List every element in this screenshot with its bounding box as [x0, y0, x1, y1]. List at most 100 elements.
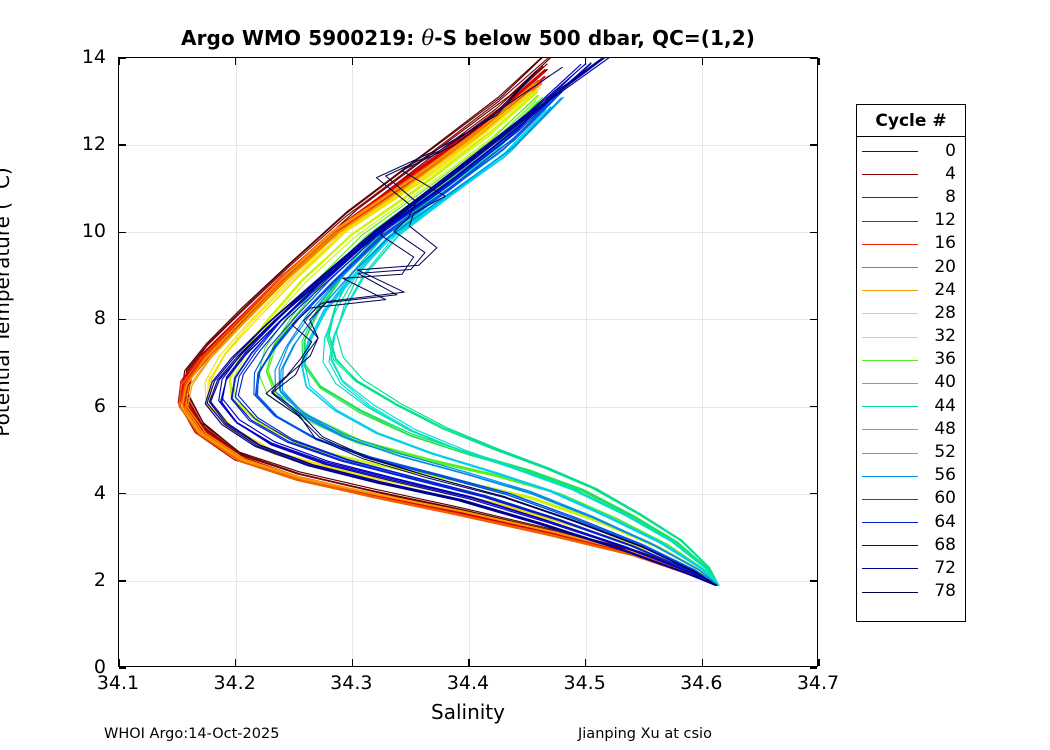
legend-color-swatch [862, 452, 918, 454]
x-axis-title: Salinity [431, 700, 505, 724]
legend-item-label: 28 [934, 302, 956, 323]
legend-color-swatch [862, 498, 918, 500]
legend-item-label: 68 [934, 534, 956, 555]
legend-item[interactable]: 60 [857, 488, 965, 511]
x-axis-tick-label: 34.6 [680, 672, 723, 694]
x-tick-mark [701, 58, 704, 65]
legend-item-label: 52 [934, 442, 956, 463]
legend-item[interactable]: 40 [857, 372, 965, 395]
x-tick-mark [468, 659, 470, 666]
legend-color-swatch [862, 382, 918, 384]
legend-item[interactable]: 52 [857, 441, 965, 464]
legend-color-swatch [862, 429, 918, 431]
legend-item[interactable]: 68 [857, 534, 965, 557]
x-tick-mark [118, 58, 120, 65]
legend-item-label: 24 [934, 279, 956, 300]
theta-s-profile-line [184, 89, 719, 586]
degree-icon: ° [0, 189, 8, 196]
legend-item-label: 56 [934, 465, 956, 486]
y-tick-mark [119, 667, 126, 669]
y-tick-mark [119, 580, 126, 582]
legend-item[interactable]: 36 [857, 349, 965, 372]
theta-s-profile-line [328, 107, 720, 586]
legend-item[interactable]: 56 [857, 465, 965, 488]
legend-item[interactable]: 16 [857, 233, 965, 256]
gridline-vertical [702, 58, 704, 666]
legend-color-swatch [862, 313, 918, 315]
x-tick-mark [584, 659, 587, 666]
y-tick-mark [810, 405, 817, 408]
y-tick-mark [810, 144, 817, 146]
x-tick-mark [701, 659, 704, 666]
legend-item[interactable]: 12 [857, 210, 965, 233]
y-axis-tick-label: 10 [81, 220, 106, 243]
footer-source: WHOI Argo:14-Oct-2025 [104, 726, 280, 742]
legend-color-swatch [862, 359, 918, 361]
gridline-vertical [235, 58, 237, 666]
x-tick-mark [818, 58, 820, 65]
legend-item-label: 48 [934, 418, 956, 439]
title-suffix: -S below 500 dbar, QC=(1,2) [434, 26, 755, 50]
theta-s-profile-line [265, 70, 717, 586]
legend-color-swatch [862, 591, 918, 593]
legend-item[interactable]: 28 [857, 302, 965, 325]
legend-item[interactable]: 72 [857, 557, 965, 580]
legend-color-swatch [862, 545, 918, 547]
legend-item-label: 72 [934, 557, 956, 578]
x-axis-tick-label: 34.5 [563, 672, 606, 694]
legend-item-label: 36 [934, 349, 956, 370]
x-tick-mark [818, 659, 820, 666]
legend-item-label: 16 [934, 233, 956, 254]
x-axis-tick-label: 34.7 [796, 672, 840, 694]
footer-author: Jianping Xu at csio [578, 726, 712, 742]
legend-item[interactable]: 32 [857, 326, 965, 349]
theta-s-profile-line [281, 97, 719, 586]
legend-color-swatch [862, 267, 918, 269]
legend-item-label: 78 [934, 581, 956, 602]
x-tick-mark [234, 58, 237, 65]
legend-item[interactable]: 24 [857, 279, 965, 302]
x-axis-tick-label: 34.4 [446, 672, 490, 694]
legend-item[interactable]: 8 [857, 186, 965, 209]
y-axis-tick-label: 6 [93, 394, 106, 417]
theta-s-profile-line [220, 62, 716, 586]
y-tick-mark [119, 231, 126, 233]
legend-color-swatch [862, 151, 918, 153]
legend-item[interactable]: 0 [857, 140, 965, 163]
legend-item-label: 20 [934, 256, 956, 277]
legend-item-label: 44 [934, 395, 956, 416]
legend-item[interactable]: 20 [857, 256, 965, 279]
legend-color-swatch [862, 406, 918, 408]
gridline-horizontal [119, 580, 817, 582]
gridline-vertical [585, 58, 587, 666]
legend-item[interactable]: 64 [857, 511, 965, 534]
legend-item-label: 8 [945, 186, 956, 207]
y-tick-mark [810, 231, 817, 233]
y-title-post: C) [0, 167, 14, 190]
legend-item[interactable]: 44 [857, 395, 965, 418]
y-tick-mark [119, 57, 126, 59]
chart-title: Argo WMO 5900219: θ-S below 500 dbar, QC… [118, 26, 818, 50]
legend-item-label: 12 [934, 210, 956, 231]
legend-item[interactable]: 4 [857, 163, 965, 186]
x-axis-tick-label: 34.3 [330, 672, 373, 694]
legend-item-label: 32 [934, 326, 956, 347]
theta-s-profile-line [255, 89, 717, 586]
y-axis-tick-label: 14 [81, 46, 106, 68]
y-axis-title: Potential Temperature ( °C) [0, 22, 14, 582]
gridline-horizontal [119, 319, 817, 321]
y-tick-mark [810, 667, 817, 669]
legend-color-swatch [862, 336, 918, 338]
legend-item[interactable]: 48 [857, 418, 965, 441]
legend-item-label: 40 [934, 372, 956, 393]
legend-item[interactable]: 78 [857, 581, 965, 604]
y-tick-mark [810, 318, 817, 321]
gridline-horizontal [119, 493, 817, 495]
y-axis-tick-label: 12 [81, 133, 106, 156]
legend-title: Cycle # [857, 105, 965, 137]
y-tick-mark [810, 57, 817, 59]
y-axis-tick-label: 2 [93, 568, 106, 591]
theta-s-curves [177, 58, 720, 586]
y-tick-mark [119, 405, 126, 408]
